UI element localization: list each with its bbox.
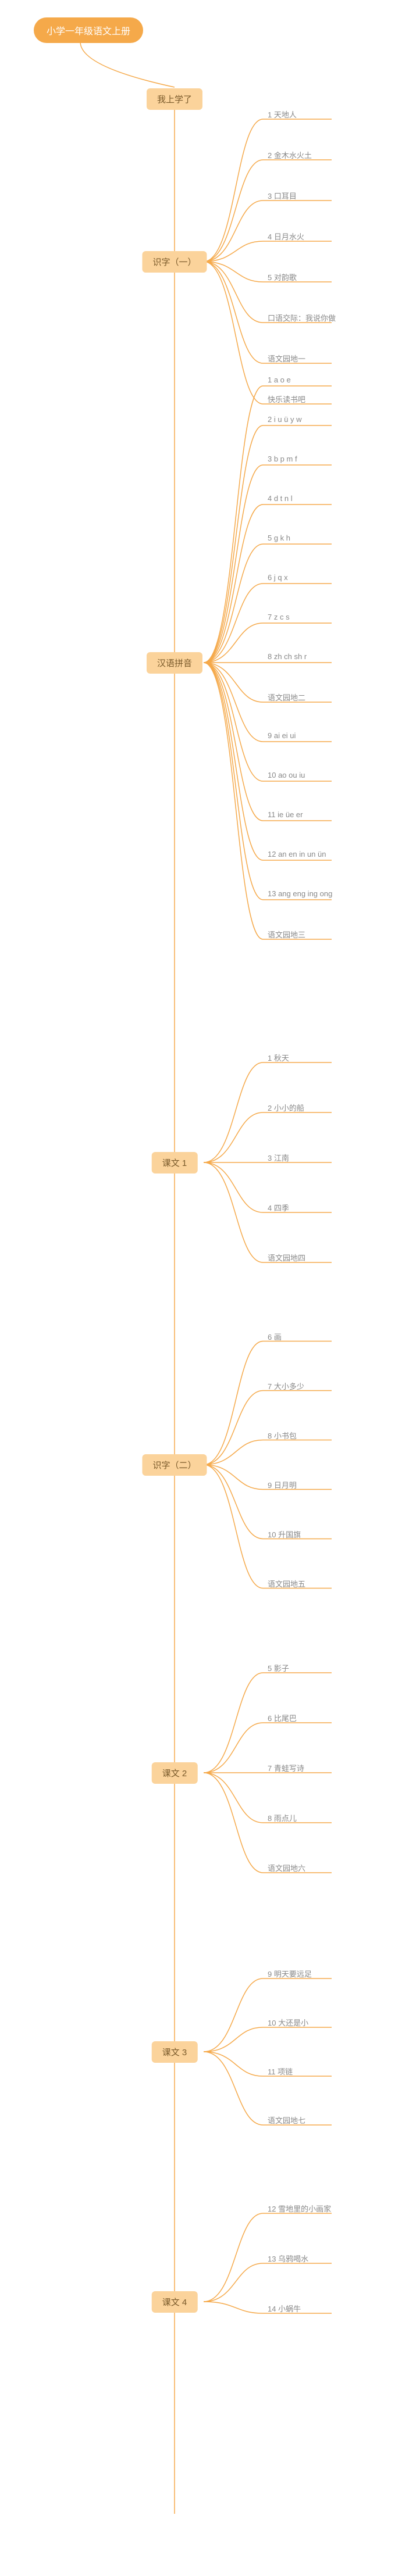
section-node[interactable]: 课文 1 — [152, 1152, 198, 1173]
leaf-node[interactable]: 4 d t n l — [268, 494, 293, 503]
section-node[interactable]: 课文 2 — [152, 1762, 198, 1784]
leaf-node[interactable]: 语文园地四 — [268, 1252, 305, 1263]
leaf-node[interactable]: 4 四季 — [268, 1202, 289, 1213]
connector-lines — [0, 0, 409, 2576]
root-node[interactable]: 小学一年级语文上册 — [34, 17, 143, 43]
leaf-node[interactable]: 9 ai ei ui — [268, 731, 296, 740]
leaf-node[interactable]: 13 乌鸦喝水 — [268, 2253, 308, 2264]
leaf-node[interactable]: 3 b p m f — [268, 455, 297, 463]
leaf-node[interactable]: 8 小书包 — [268, 1430, 297, 1441]
leaf-node[interactable]: 语文园地一 — [268, 353, 305, 364]
leaf-node[interactable]: 12 雪地里的小画家 — [268, 2203, 331, 2214]
leaf-node[interactable]: 语文园地二 — [268, 692, 305, 703]
leaf-node[interactable]: 7 大小多少 — [268, 1380, 304, 1391]
leaf-node[interactable]: 口语交际：我说你做 — [268, 312, 336, 323]
leaf-node[interactable]: 6 比尾巴 — [268, 1712, 297, 1723]
leaf-node[interactable]: 快乐读书吧 — [268, 393, 305, 405]
leaf-node[interactable]: 3 口耳目 — [268, 190, 297, 201]
leaf-node[interactable]: 语文园地七 — [268, 2115, 305, 2126]
leaf-node[interactable]: 10 大还是小 — [268, 2017, 308, 2028]
leaf-node[interactable]: 10 ao ou iu — [268, 771, 305, 779]
leaf-node[interactable]: 9 明天要远足 — [268, 1968, 312, 1979]
leaf-node[interactable]: 语文园地五 — [268, 1578, 305, 1589]
leaf-node[interactable]: 10 升国旗 — [268, 1529, 301, 1540]
leaf-node[interactable]: 1 秋天 — [268, 1052, 289, 1063]
leaf-node[interactable]: 4 日月水火 — [268, 231, 304, 242]
leaf-node[interactable]: 11 项链 — [268, 2066, 293, 2077]
leaf-node[interactable]: 13 ang eng ing ong — [268, 889, 332, 898]
leaf-node[interactable]: 9 日月明 — [268, 1479, 297, 1490]
section-node[interactable]: 课文 4 — [152, 2291, 198, 2313]
leaf-node[interactable]: 14 小蜗牛 — [268, 2303, 301, 2314]
leaf-node[interactable]: 8 雨点儿 — [268, 1812, 297, 1823]
leaf-node[interactable]: 7 青蛙写诗 — [268, 1762, 304, 1773]
leaf-node[interactable]: 语文园地六 — [268, 1862, 305, 1873]
leaf-node[interactable]: 11 ie üe er — [268, 810, 303, 819]
leaf-node[interactable]: 6 画 — [268, 1331, 282, 1342]
leaf-node[interactable]: 8 zh ch sh r — [268, 652, 307, 661]
section-node[interactable]: 课文 3 — [152, 2041, 198, 2063]
leaf-node[interactable]: 2 i u ü y w — [268, 415, 302, 424]
section-node[interactable]: 识字（二） — [142, 1454, 207, 1476]
leaf-node[interactable]: 5 影子 — [268, 1662, 289, 1673]
leaf-node[interactable]: 2 金木水火土 — [268, 149, 312, 160]
section-node[interactable]: 汉语拼音 — [147, 652, 202, 674]
leaf-node[interactable]: 7 z c s — [268, 613, 290, 621]
leaf-node[interactable]: 5 对韵歌 — [268, 271, 297, 282]
leaf-node[interactable]: 6 j q x — [268, 573, 288, 582]
leaf-node[interactable]: 5 g k h — [268, 534, 290, 542]
section-node[interactable]: 我上学了 — [147, 88, 202, 110]
leaf-node[interactable]: 2 小小的船 — [268, 1102, 304, 1113]
leaf-node[interactable]: 1 天地人 — [268, 109, 297, 120]
section-node[interactable]: 识字（一） — [142, 251, 207, 273]
leaf-node[interactable]: 12 an en in un ün — [268, 850, 326, 858]
leaf-node[interactable]: 语文园地三 — [268, 929, 305, 940]
leaf-node[interactable]: 1 a o e — [268, 375, 291, 384]
leaf-node[interactable]: 3 江南 — [268, 1152, 289, 1163]
